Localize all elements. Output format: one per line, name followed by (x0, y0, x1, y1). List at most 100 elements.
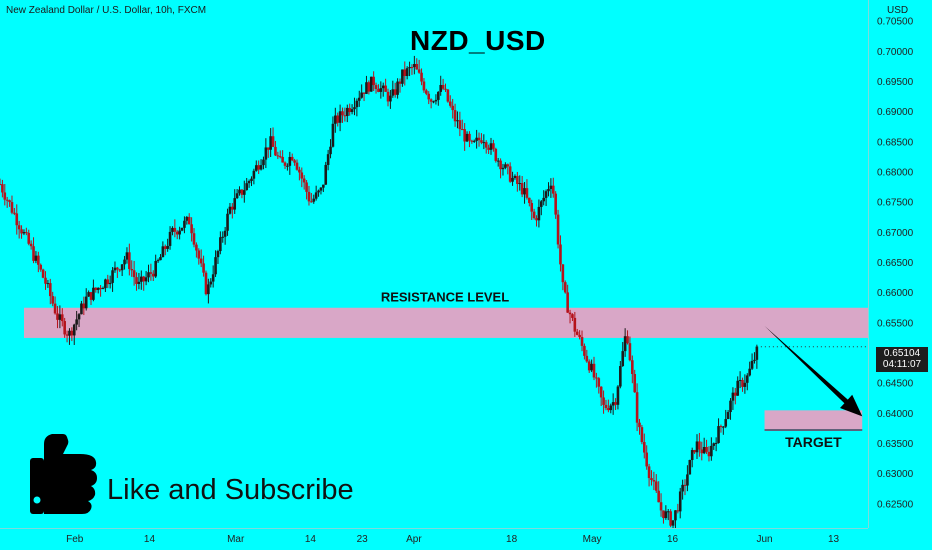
candle-body (221, 236, 225, 238)
candle-body (180, 227, 184, 231)
candle-body (717, 426, 720, 443)
candle-body (602, 397, 605, 405)
candle-body (374, 85, 378, 90)
candle-body (470, 140, 474, 142)
candle-body (420, 72, 423, 82)
candle-body (94, 287, 98, 290)
candle-body (163, 246, 167, 249)
candle-body (532, 211, 536, 219)
candle-body (326, 154, 330, 165)
candle-body (554, 193, 557, 215)
candle-body (523, 188, 526, 195)
candle-body (87, 292, 90, 297)
candle-body (156, 260, 160, 262)
chart-title: NZD_USD (410, 25, 546, 56)
candle-body (391, 89, 395, 96)
candle-body (187, 216, 191, 225)
candle-body (274, 146, 277, 156)
candle-body (525, 188, 529, 198)
candle-body (676, 510, 680, 512)
candle-body (626, 336, 629, 344)
candle-body (235, 193, 239, 199)
candle-body (482, 142, 486, 144)
candle-body (147, 272, 150, 278)
candle-body (472, 140, 476, 142)
candle-body (393, 89, 397, 95)
candle-body (343, 115, 347, 117)
candle-body (544, 191, 548, 198)
candle-body (439, 84, 443, 92)
candle-body (595, 377, 598, 379)
candle-body (149, 272, 153, 274)
candle-body (96, 287, 100, 290)
candle-body (281, 156, 284, 163)
candle-body (283, 162, 287, 166)
candle-body (590, 363, 593, 371)
y-tick-label: 0.63500 (877, 439, 914, 450)
candle-body (25, 232, 28, 234)
candle-body (331, 123, 335, 147)
candle-body (20, 229, 23, 234)
resistance-label: RESISTANCE LEVEL (381, 290, 509, 305)
candle-body (51, 296, 54, 304)
candle-body (702, 447, 706, 454)
candle-body (338, 111, 342, 123)
candle-body (571, 314, 574, 318)
candle-body (587, 361, 591, 371)
x-axis: Feb 14 Mar 14 23 Apr 18 May 16 Jun 13 (0, 528, 868, 545)
candle-body (508, 166, 512, 182)
candle-body (238, 189, 241, 194)
x-tick-label: 16 (667, 534, 679, 545)
y-tick-label: 0.70000 (877, 47, 914, 58)
candle-body (678, 491, 682, 512)
y-tick-label: 0.68000 (877, 167, 914, 178)
candle-body (561, 264, 565, 283)
candle-body (178, 230, 181, 235)
candle-body (662, 510, 665, 519)
candle-body (15, 213, 19, 226)
candle-body (516, 175, 519, 184)
candle-body (688, 459, 692, 475)
candle-body (398, 81, 402, 84)
candle-body (269, 136, 272, 150)
candle-body (403, 69, 407, 77)
candle-body (197, 250, 201, 259)
candles-layer (0, 55, 868, 529)
candle-body (293, 160, 296, 163)
currency-label: USD (887, 5, 909, 16)
target-zone (764, 410, 863, 430)
candle-body (60, 314, 64, 322)
candle-body (341, 111, 344, 116)
candle-body (199, 258, 203, 264)
candle-body (348, 107, 351, 113)
x-tick-label: Feb (66, 534, 84, 545)
candle-body (559, 244, 562, 265)
candle-body (583, 345, 586, 356)
candle-body (642, 442, 646, 453)
candle-body (520, 183, 524, 195)
y-axis-panel (868, 0, 932, 550)
candle-body (360, 92, 363, 98)
candle-body (480, 140, 483, 143)
candle-body (468, 133, 471, 141)
arrow-shape (764, 325, 863, 417)
candle-body (132, 270, 136, 278)
candle-body (37, 255, 40, 265)
candle-body (209, 281, 213, 285)
candle-body (214, 257, 217, 275)
candle-body (401, 69, 404, 84)
candle-body (487, 147, 490, 150)
candle-body (731, 392, 735, 401)
candle-body (712, 443, 716, 446)
candle-body (334, 115, 337, 124)
candle-body (80, 303, 83, 315)
candle-body (417, 69, 421, 73)
candle-body (22, 232, 26, 234)
candle-body (48, 283, 52, 297)
candle-body (621, 351, 625, 367)
candle-body (123, 259, 126, 265)
candle-body (204, 272, 208, 295)
candle-body (745, 375, 749, 383)
thumbs-up-icon[interactable] (30, 434, 97, 514)
